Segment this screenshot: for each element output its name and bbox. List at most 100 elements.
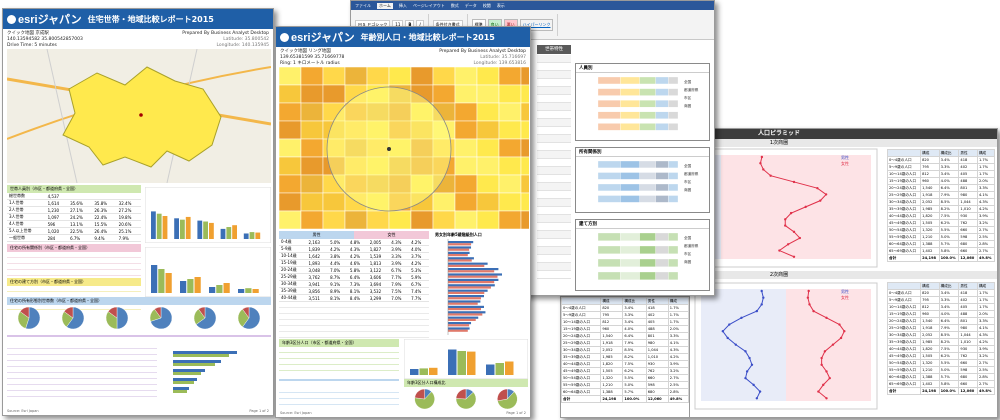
longitude: Longitude: 140.135945 <box>216 43 269 48</box>
bar <box>448 308 481 311</box>
male-header: 男性 <box>279 231 354 239</box>
stack-segment <box>639 258 656 267</box>
ownership-rows <box>7 252 141 276</box>
female-point <box>825 316 828 320</box>
bar <box>448 243 472 246</box>
report2-header: esriジャパン 年齢別人口・地域比較レポート2015 <box>276 27 530 47</box>
sheet-row <box>537 103 571 111</box>
stack-segment <box>668 111 679 119</box>
legend-male: 男性 <box>841 288 849 294</box>
table-row: 10-14歳 1,642 3.8% 4.2% 1,539 3.3% 3.7% <box>279 252 429 260</box>
stack-segment <box>655 258 669 267</box>
footer-page: Page 1 of 2 <box>506 411 526 415</box>
pyramid-title: 人口ピラミッド <box>561 129 997 139</box>
stack-segment <box>620 123 640 131</box>
sheet-row <box>537 247 571 255</box>
stack-segment <box>620 172 640 180</box>
female-point <box>789 211 793 215</box>
ribbon-tab[interactable]: データ <box>464 2 477 8</box>
bar <box>448 278 499 281</box>
stack-segment <box>620 88 640 96</box>
bar <box>448 273 502 276</box>
table-row: 40-44歳 3,511 8.1% 8.4% 3,299 7.0% 7.7% <box>279 294 429 302</box>
report1-footer: Source: Esri Japan Page 1 of 2 <box>7 409 269 413</box>
map-cell <box>498 102 522 122</box>
map-cell <box>520 138 529 158</box>
ribbon-tab[interactable]: ホーム <box>377 2 393 9</box>
bar <box>448 257 474 260</box>
legend-item: 商圏 <box>684 187 692 192</box>
report-age-population: esriジャパン 年齢別人口・地域比較レポート2015 クイック地図 リング地図… <box>275 26 531 418</box>
ribbon-tab[interactable]: 校閲 <box>482 2 491 8</box>
ribbon-tab[interactable]: ファイル <box>355 2 371 8</box>
sheet-row <box>537 191 571 199</box>
sheet-row <box>537 151 571 159</box>
sheet-row <box>537 239 571 247</box>
table-row: 20〜24歳の人口 1,540 6.4% 801 3.3% <box>886 184 996 192</box>
table-row: 0-4歳 2,163 5.0% 4.8% 2,005 4.3% 4.2% <box>279 239 429 246</box>
bar <box>448 313 483 316</box>
map-cell <box>498 156 522 176</box>
panel-ownership: 所有関係別 全国 都道府県 市区 商圏 <box>575 147 710 213</box>
bar <box>194 277 201 293</box>
table-row: 50〜54歳の人口 1,320 5.5% 660 2.7% <box>886 359 996 367</box>
bar <box>448 259 472 262</box>
bar <box>448 248 470 251</box>
report1-bar-chart-1 <box>145 187 271 243</box>
bar <box>209 222 214 239</box>
female-point <box>831 343 835 346</box>
map-cell <box>520 102 529 122</box>
female-point <box>808 303 811 306</box>
location-name: クイック地図 リング地図 <box>280 49 331 54</box>
stack-segment <box>620 195 640 203</box>
legend-item: 市区 <box>684 179 692 184</box>
location-name: クイック地図 京成駅 <box>7 31 49 36</box>
female-point <box>825 397 828 400</box>
male-point <box>752 383 755 387</box>
stack-segment <box>639 172 656 180</box>
pie-slice <box>19 306 30 319</box>
legend-item: 都道府県 <box>684 171 699 176</box>
map-cell <box>432 84 456 104</box>
stack-segment <box>655 123 669 131</box>
female-area <box>721 155 871 259</box>
stack-segment <box>639 76 656 85</box>
table-row: 15〜19歳の人口 960 4.0% 488 2.0% <box>886 177 996 185</box>
report2-bottom-table <box>279 387 399 409</box>
stack-segment <box>620 76 640 85</box>
bar <box>448 289 488 292</box>
ribbon-tab[interactable]: 表示 <box>496 2 505 8</box>
ribbon-tab[interactable]: 数式 <box>450 2 459 8</box>
map-cell <box>476 102 500 122</box>
male-point <box>745 370 749 373</box>
map-cell <box>520 156 529 176</box>
male-point <box>734 343 737 346</box>
bar <box>410 369 419 375</box>
stack-segment <box>597 183 621 192</box>
stack-segment <box>655 100 669 108</box>
bar <box>448 268 499 271</box>
table-row: 50〜54歳の人口 1,320 5.5% 660 2.7% <box>886 226 996 234</box>
table-row: 60〜64歳の人口 1,388 5.7% 680 2.8% <box>886 373 996 381</box>
report1-bar-chart-2 <box>145 247 271 297</box>
bar <box>448 329 468 332</box>
map-cell <box>279 192 302 212</box>
table-row: 45〜49歳の人口 1,505 6.2% 762 3.2% <box>561 367 689 375</box>
bar <box>220 228 226 239</box>
male-point <box>740 316 743 320</box>
bar <box>173 378 197 381</box>
bar <box>448 291 485 294</box>
longitude: Longitude: 139.653816 <box>473 61 526 66</box>
ribbon-tab[interactable]: 挿入 <box>398 2 407 8</box>
female-point <box>786 243 790 246</box>
table-row: 5〜9歳の人口 795 3.3% 402 1.7% <box>561 311 689 319</box>
style-hyperlink[interactable]: ハイパーリンク <box>519 18 554 31</box>
panel-building: 建て方別 全国 都道府県 市区 商圏 <box>575 219 710 291</box>
ribbon-tab[interactable]: ページレイアウト <box>412 2 445 8</box>
table-row: 5〜9歳の人口 795 3.3% 402 1.7% <box>886 163 996 171</box>
bar <box>448 300 481 303</box>
table-header: 構成 構成比 男性 構成 <box>561 297 689 305</box>
